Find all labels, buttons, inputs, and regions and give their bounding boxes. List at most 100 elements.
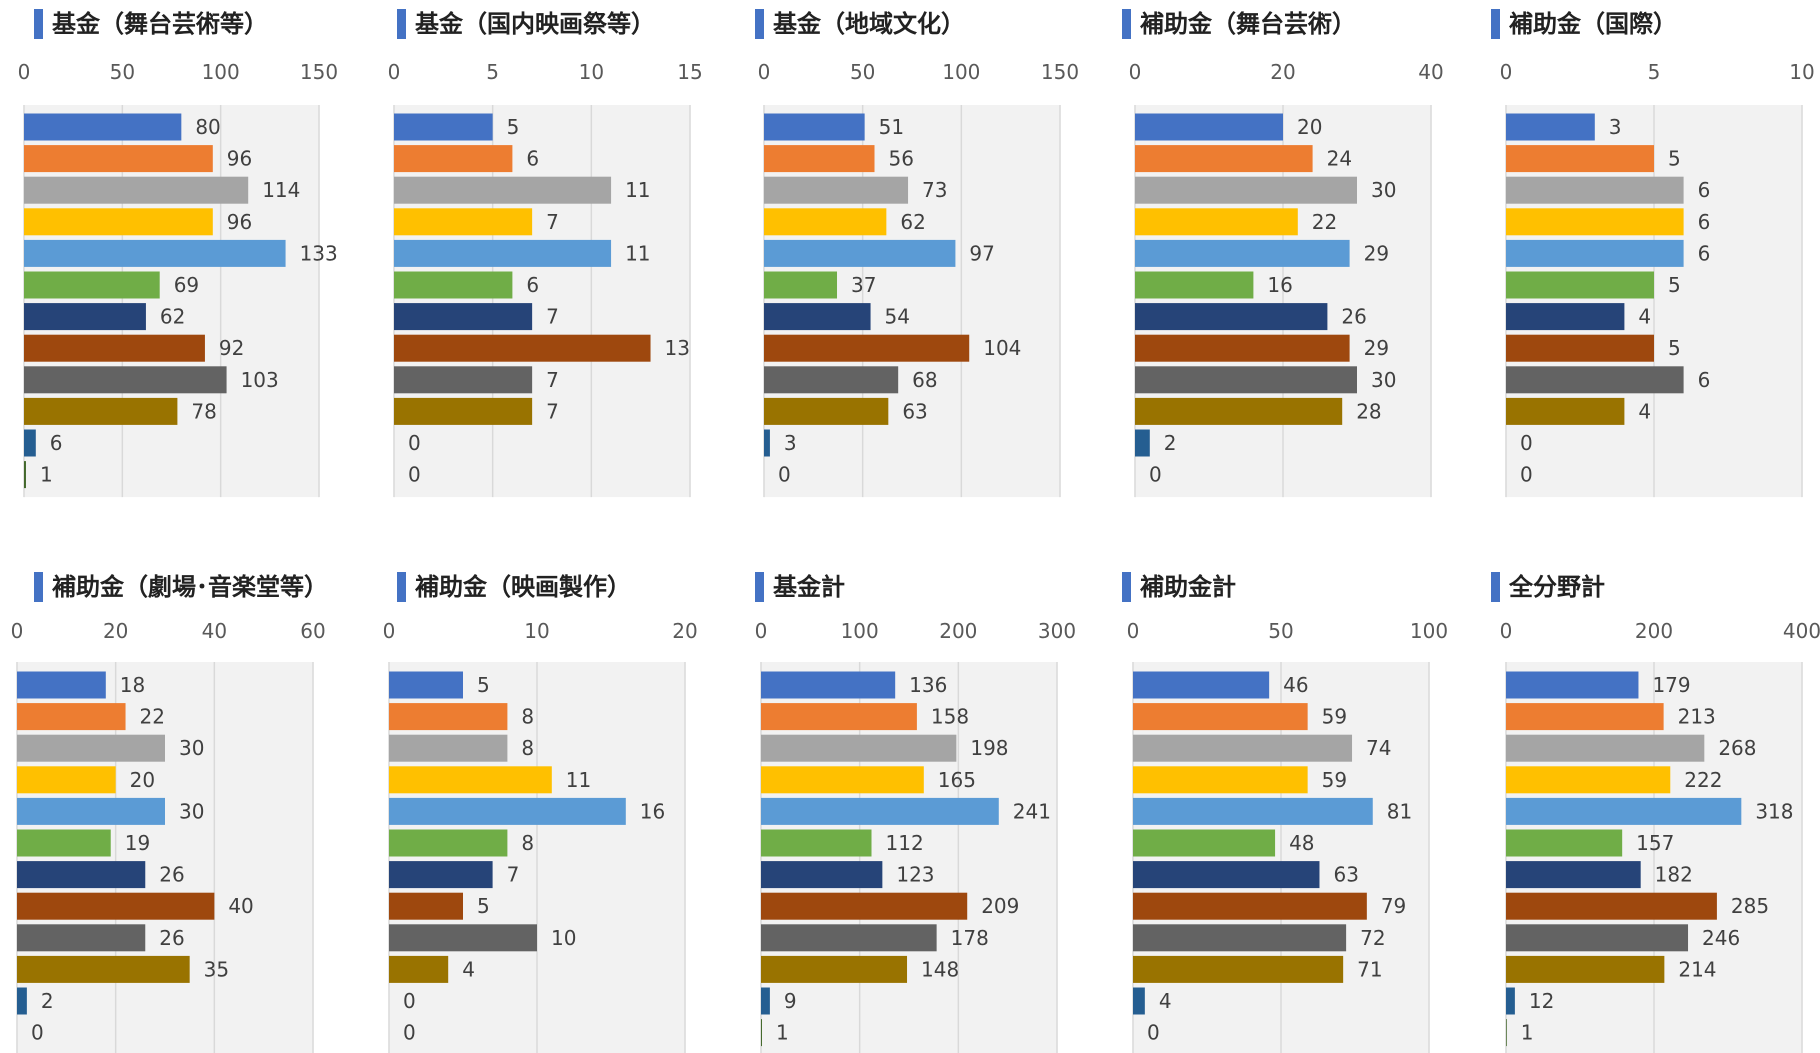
bar bbox=[1506, 239, 1684, 267]
bar bbox=[17, 892, 215, 920]
bar bbox=[1133, 797, 1373, 825]
x-tick-label: 50 bbox=[110, 60, 135, 84]
bar bbox=[1133, 987, 1145, 1015]
bar bbox=[761, 766, 924, 794]
data-label: 51 bbox=[879, 115, 904, 139]
x-tick-label: 100 bbox=[202, 60, 240, 84]
data-label: 37 bbox=[851, 273, 876, 297]
bar bbox=[764, 271, 838, 299]
x-tick-label: 60 bbox=[300, 619, 325, 643]
x-tick-label: 0 bbox=[383, 619, 396, 643]
bar bbox=[24, 208, 213, 236]
bar bbox=[761, 671, 896, 699]
x-tick-label: 0 bbox=[11, 619, 24, 643]
data-label: 268 bbox=[1718, 736, 1756, 760]
chart-title: 補助金計 bbox=[1139, 573, 1236, 601]
bar bbox=[17, 671, 106, 699]
data-label: 20 bbox=[130, 768, 155, 792]
title-marker bbox=[1122, 9, 1131, 39]
data-label: 179 bbox=[1652, 673, 1690, 697]
data-label: 104 bbox=[983, 336, 1021, 360]
bar bbox=[1133, 861, 1320, 889]
data-label: 63 bbox=[902, 399, 927, 423]
data-label: 5 bbox=[477, 673, 490, 697]
bar bbox=[764, 397, 889, 425]
chart-title: 補助金（映画製作） bbox=[414, 573, 631, 601]
data-label: 4 bbox=[1638, 399, 1651, 423]
data-label: 78 bbox=[191, 399, 216, 423]
x-tick-label: 0 bbox=[1127, 619, 1140, 643]
x-tick-label: 5 bbox=[1648, 60, 1661, 84]
data-label: 5 bbox=[1668, 273, 1681, 297]
data-label: 5 bbox=[477, 894, 490, 918]
x-tick-label: 10 bbox=[579, 60, 604, 84]
bar bbox=[764, 366, 899, 394]
bar bbox=[24, 113, 182, 141]
data-label: 20 bbox=[1297, 115, 1322, 139]
data-label: 1 bbox=[1521, 1021, 1534, 1045]
bar bbox=[761, 1019, 762, 1047]
bar bbox=[1506, 861, 1641, 889]
x-tick-label: 0 bbox=[1500, 619, 1513, 643]
bar bbox=[1135, 271, 1254, 299]
bar bbox=[389, 671, 463, 699]
data-label: 6 bbox=[1698, 178, 1711, 202]
data-label: 28 bbox=[1356, 399, 1381, 423]
chart-title: 基金計 bbox=[773, 573, 845, 601]
bar bbox=[389, 766, 552, 794]
chart-panel: 補助金計 0 50 100 46 59 74 59 81 48 63 79 72 71 4 0 bbox=[1122, 572, 1448, 1053]
data-label: 30 bbox=[179, 736, 204, 760]
data-label: 6 bbox=[1698, 210, 1711, 234]
x-tick-label: 100 bbox=[942, 60, 980, 84]
data-label: 12 bbox=[1529, 989, 1554, 1013]
x-tick-label: 20 bbox=[672, 619, 697, 643]
bar bbox=[1133, 671, 1270, 699]
title-marker bbox=[34, 572, 43, 602]
data-label: 59 bbox=[1322, 705, 1347, 729]
x-tick-label: 300 bbox=[1038, 619, 1076, 643]
bar bbox=[389, 703, 508, 731]
bar bbox=[24, 397, 178, 425]
data-label: 178 bbox=[951, 926, 989, 950]
data-label: 73 bbox=[922, 178, 947, 202]
chart-title: 補助金（劇場･音楽堂等） bbox=[51, 573, 328, 601]
data-label: 2 bbox=[41, 989, 54, 1013]
data-label: 29 bbox=[1364, 336, 1389, 360]
bar bbox=[394, 208, 533, 236]
x-tick-label: 10 bbox=[1789, 60, 1814, 84]
data-label: 30 bbox=[179, 799, 204, 823]
bar bbox=[1133, 829, 1276, 857]
data-label: 1 bbox=[776, 1021, 789, 1045]
bar bbox=[1506, 987, 1515, 1015]
data-label: 285 bbox=[1731, 894, 1769, 918]
data-label: 22 bbox=[140, 705, 165, 729]
data-label: 222 bbox=[1684, 768, 1722, 792]
data-label: 62 bbox=[900, 210, 925, 234]
x-tick-label: 50 bbox=[1268, 619, 1293, 643]
data-label: 123 bbox=[896, 863, 934, 887]
title-marker bbox=[397, 572, 406, 602]
bar bbox=[1135, 113, 1283, 141]
bar bbox=[24, 239, 286, 267]
bar bbox=[761, 829, 872, 857]
bar bbox=[17, 797, 165, 825]
data-label: 16 bbox=[640, 799, 665, 823]
bar bbox=[764, 145, 875, 173]
data-label: 48 bbox=[1289, 831, 1314, 855]
data-label: 26 bbox=[159, 926, 184, 950]
bar bbox=[1506, 366, 1684, 394]
x-tick-label: 0 bbox=[758, 60, 771, 84]
bar bbox=[24, 429, 36, 457]
bar bbox=[1135, 176, 1357, 204]
bar bbox=[761, 703, 917, 731]
data-label: 0 bbox=[1149, 463, 1162, 487]
bar bbox=[1133, 766, 1308, 794]
bar bbox=[394, 366, 533, 394]
bar bbox=[1506, 797, 1742, 825]
bar bbox=[764, 429, 770, 457]
data-label: 7 bbox=[546, 210, 559, 234]
